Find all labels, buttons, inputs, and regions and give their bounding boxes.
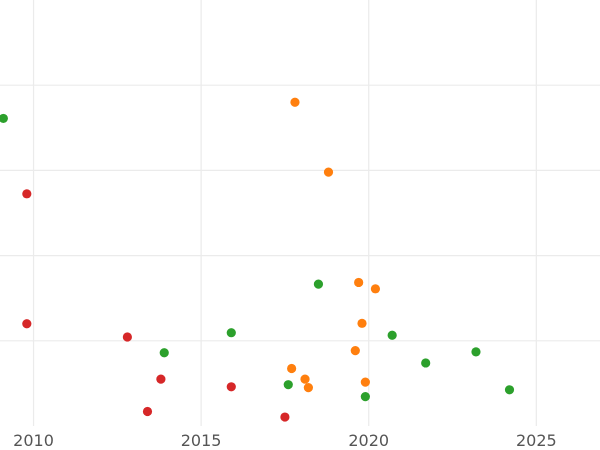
data-point-red: [22, 189, 32, 199]
data-point-red: [226, 382, 236, 392]
data-point-orange: [357, 318, 367, 328]
data-point-orange: [370, 284, 381, 294]
data-point-orange: [287, 363, 297, 374]
x-tick-label: 2015: [181, 431, 222, 450]
data-point-green: [421, 358, 431, 368]
grid: [0, 0, 600, 426]
data-point-red: [280, 412, 290, 422]
data-point-orange: [300, 374, 310, 384]
x-axis-tick-labels: 2010 2015 2020 2025: [13, 431, 557, 450]
data-point-red: [142, 406, 153, 417]
data-point-green: [283, 380, 293, 390]
data-point-orange: [350, 345, 360, 356]
data-point-green: [504, 385, 515, 395]
data-point-red: [156, 374, 166, 384]
data-point-green: [159, 348, 169, 358]
data-point-green: [360, 392, 370, 402]
data-point-orange: [290, 97, 300, 107]
data-point-orange: [323, 167, 334, 177]
data-points: [0, 97, 515, 422]
data-point-orange: [360, 377, 370, 387]
data-point-green: [0, 113, 8, 124]
data-point-red: [22, 319, 32, 329]
x-tick-label: 2025: [516, 431, 557, 450]
data-point-orange: [354, 277, 364, 288]
data-point-orange: [303, 383, 313, 393]
data-point-red: [122, 332, 132, 342]
data-point-green: [226, 328, 236, 338]
data-point-green: [471, 347, 481, 357]
data-point-green: [313, 279, 324, 289]
x-tick-label: 2020: [348, 431, 389, 450]
data-point-green: [387, 330, 397, 340]
x-tick-label: 2010: [13, 431, 54, 450]
